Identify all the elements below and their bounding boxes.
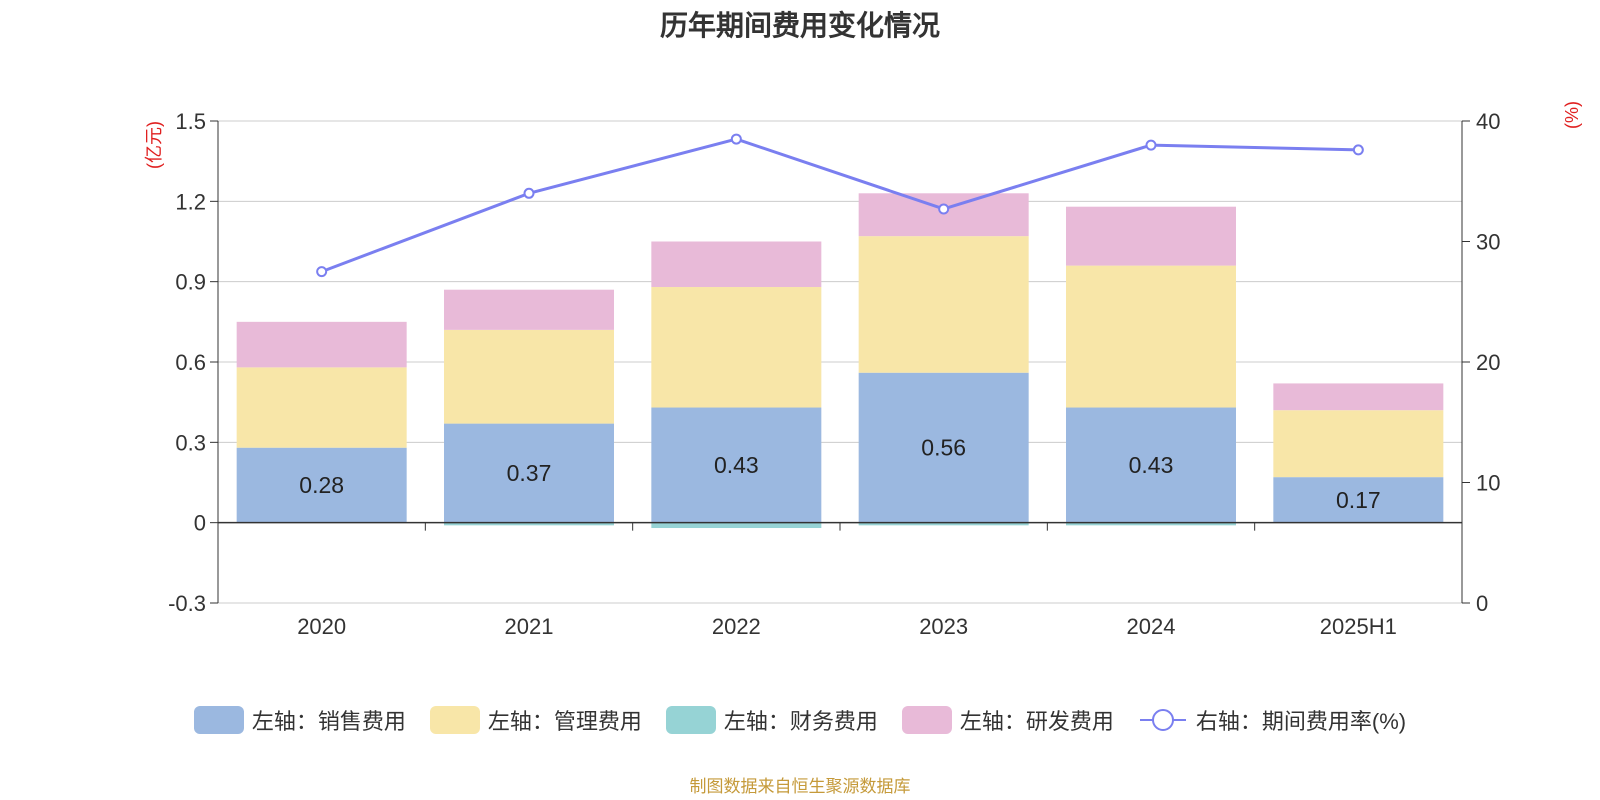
bar-1-2025H1 (1273, 410, 1444, 478)
legend-swatch-finance (665, 706, 716, 734)
legend-swatch-admin (429, 706, 480, 734)
left-tick-label: 0 (194, 511, 206, 536)
bar-1-2022 (651, 287, 822, 408)
legend-label-finance: 左轴：财务费用 (723, 709, 878, 734)
right-tick-label: 0 (1476, 591, 1488, 616)
rate-point (730, 133, 742, 145)
source-note: 制图数据来自恒生聚源数据库 (689, 777, 911, 796)
bar-3-2020 (236, 321, 407, 368)
bar-0-2022 (651, 407, 822, 523)
legend-label-admin: 左轴：管理费用 (487, 709, 642, 734)
legend: 左轴：销售费用 左轴：管理费用 左轴：财务费用 左轴：研发费用 右轴：期间费用率… (0, 704, 1600, 736)
legend-item-sales[interactable]: 左轴：销售费用 (193, 704, 406, 736)
x-tick-label: 2021 (505, 614, 554, 639)
right-tick-label: 40 (1476, 109, 1500, 134)
bar-2-2021 (444, 522, 614, 526)
left-tick-label: 0.9 (175, 270, 206, 295)
left-tick-label: -0.3 (168, 591, 206, 616)
bar-1-2024 (1066, 265, 1236, 408)
bar-0-2025H1 (1273, 477, 1444, 523)
legend-item-rate[interactable]: 右轴：期间费用率(%) (1138, 704, 1406, 736)
legend-line-rate-icon (1139, 709, 1186, 731)
bar-data-label: 0.43 (1129, 452, 1174, 478)
x-tick-label: 2024 (1127, 614, 1176, 639)
bar-layer (236, 193, 1444, 529)
rate-point (316, 266, 328, 278)
right-tick-label: 10 (1476, 471, 1500, 496)
x-tick-label: 2023 (919, 614, 968, 639)
right-tick-label: 20 (1476, 350, 1500, 375)
label-layer: 0.28 0.37 0.43 0.56 0.43 0.17 (299, 435, 1380, 513)
bar-0-2021 (444, 423, 614, 523)
left-tick-label: 0.6 (175, 350, 206, 375)
legend-swatch-rnd (901, 706, 952, 734)
bar-2-2022 (651, 522, 822, 529)
chart-title: 历年期间费用变化情况 (659, 10, 940, 41)
bar-3-2023 (858, 193, 1029, 237)
bar-1-2020 (236, 367, 407, 448)
rate-point (523, 187, 535, 199)
bar-0-2020 (236, 447, 407, 523)
axis-layer: -0.3 0 0.3 0.6 0.9 1.2 1.5 0 10 20 30 40 (亿元) (%) 2020… (144, 101, 1582, 639)
x-tick-label: 2025H1 (1320, 614, 1397, 639)
legend-swatch-sales (193, 706, 244, 734)
bar-3-2022 (651, 241, 822, 288)
legend-label-rate: 右轴：期间费用率(%) (1195, 709, 1407, 734)
legend-item-admin[interactable]: 左轴：管理费用 (429, 704, 642, 736)
bar-3-2025H1 (1273, 383, 1444, 411)
right-axis-unit: (%) (1562, 101, 1582, 129)
rate-line (321, 137, 1359, 274)
bar-0-2024 (1066, 407, 1236, 523)
x-tick-label: 2020 (297, 614, 346, 639)
bar-data-label: 0.56 (921, 435, 966, 461)
bar-data-label: 0.17 (1336, 487, 1381, 513)
bar-data-label: 0.28 (299, 472, 344, 498)
bar-data-label: 0.37 (507, 460, 552, 486)
line-layer (316, 133, 1364, 278)
bar-data-label: 0.43 (714, 452, 759, 478)
grid-layer (218, 120, 1462, 604)
bar-1-2023 (858, 236, 1029, 373)
rate-point (938, 203, 950, 215)
bar-2-2023 (858, 522, 1029, 526)
rate-point (1145, 139, 1157, 151)
legend-label-sales: 左轴：销售费用 (251, 709, 406, 734)
rate-point (1352, 144, 1364, 156)
bar-0-2023 (858, 372, 1029, 523)
right-tick-label: 30 (1476, 230, 1500, 255)
bar-3-2021 (444, 289, 614, 330)
left-tick-label: 0.3 (175, 430, 206, 455)
left-axis-unit: (亿元) (144, 121, 164, 169)
legend-label-rnd: 左轴：研发费用 (959, 709, 1114, 734)
bar-3-2024 (1066, 206, 1236, 266)
bar-2-2024 (1066, 522, 1236, 526)
left-tick-label: 1.2 (175, 189, 206, 214)
bar-1-2021 (444, 329, 614, 424)
left-tick-label: 1.5 (175, 109, 206, 134)
legend-item-finance[interactable]: 左轴：财务费用 (665, 704, 878, 736)
legend-item-rnd[interactable]: 左轴：研发费用 (901, 704, 1114, 736)
x-tick-label: 2022 (712, 614, 761, 639)
